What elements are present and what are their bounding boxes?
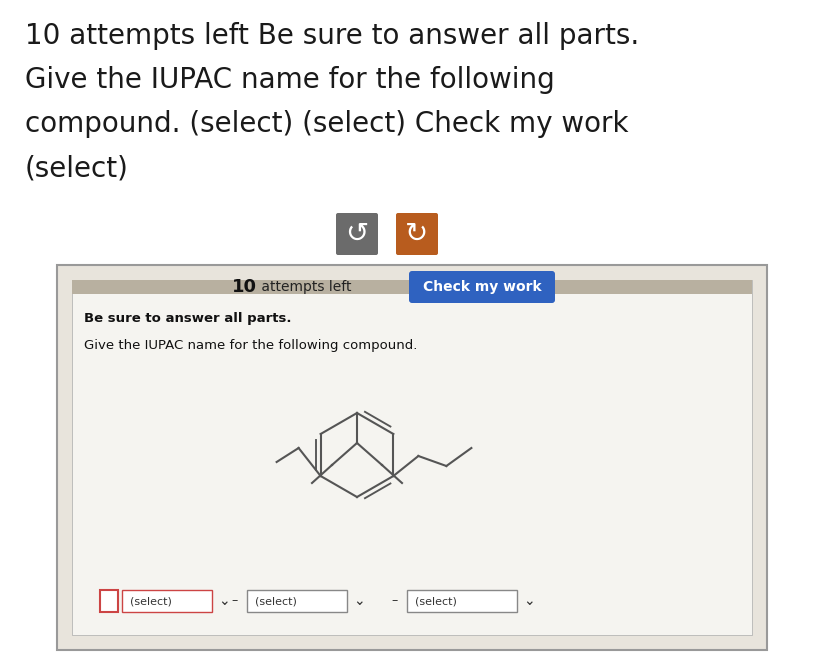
FancyBboxPatch shape [57,265,766,650]
Text: Be sure to answer all parts.: Be sure to answer all parts. [84,312,291,325]
Text: (select): (select) [130,596,172,606]
Text: Give the IUPAC name for the following: Give the IUPAC name for the following [25,66,554,94]
FancyBboxPatch shape [336,213,378,255]
Text: (select): (select) [25,154,129,182]
FancyBboxPatch shape [246,590,347,612]
FancyBboxPatch shape [122,590,212,612]
FancyBboxPatch shape [409,271,554,303]
FancyBboxPatch shape [395,213,437,255]
Text: Check my work: Check my work [422,280,541,294]
Text: –: – [391,595,398,608]
Text: 10: 10 [232,278,256,296]
Text: 10 attempts left Be sure to answer all parts.: 10 attempts left Be sure to answer all p… [25,22,638,50]
Text: attempts left: attempts left [256,280,351,294]
FancyBboxPatch shape [100,590,118,612]
Text: ⌄: ⌄ [523,594,534,608]
FancyBboxPatch shape [407,590,516,612]
Text: ↺: ↺ [345,220,368,248]
Text: (select): (select) [414,596,457,606]
Text: Give the IUPAC name for the following compound.: Give the IUPAC name for the following co… [84,339,417,352]
Text: ↻: ↻ [405,220,428,248]
Text: compound. (select) (select) Check my work: compound. (select) (select) Check my wor… [25,110,628,138]
FancyBboxPatch shape [72,280,751,635]
FancyBboxPatch shape [72,280,751,294]
Text: (select): (select) [255,596,297,606]
Text: –: – [232,595,238,608]
Text: ⌄: ⌄ [218,594,230,608]
Text: ⌄: ⌄ [353,594,365,608]
